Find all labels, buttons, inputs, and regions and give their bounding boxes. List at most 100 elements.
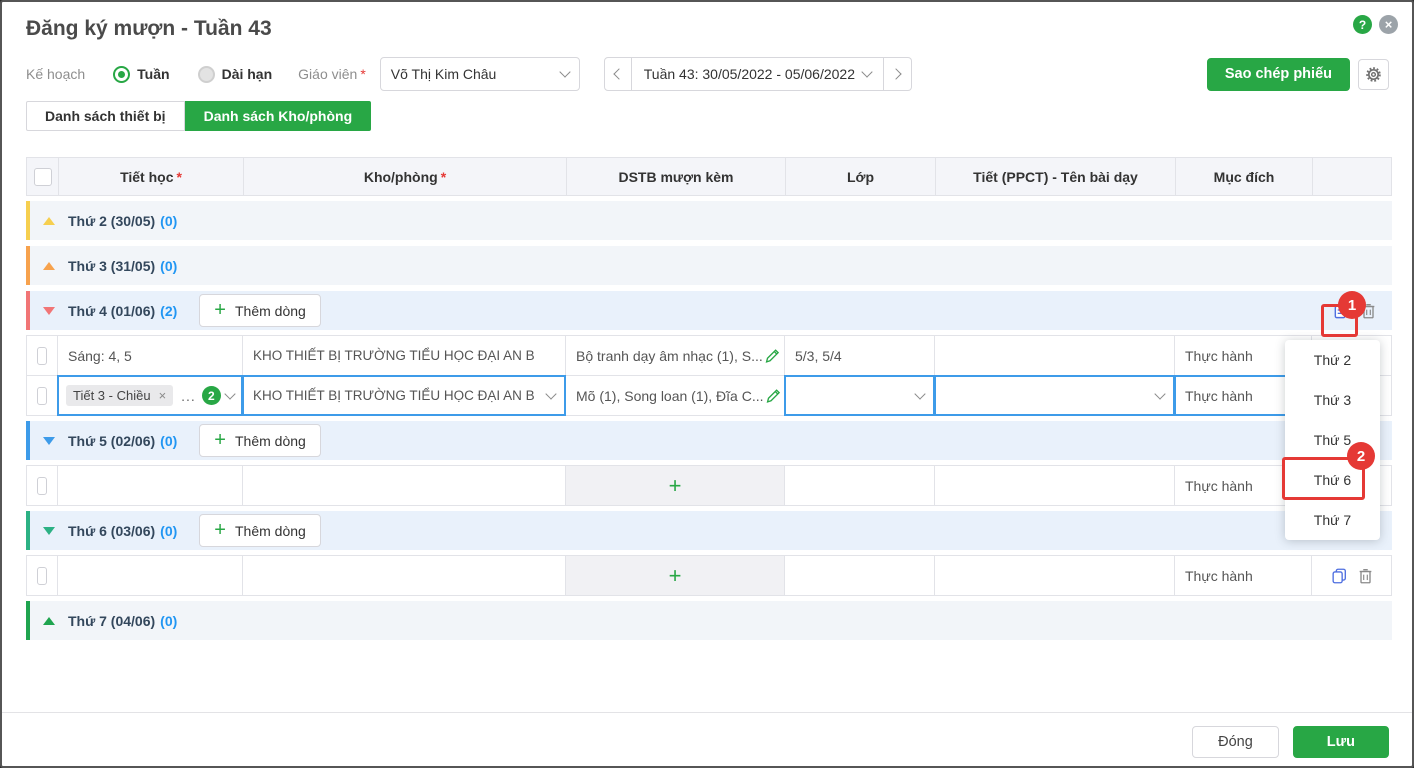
cell-tiet-hoc[interactable] <box>57 555 243 596</box>
row-checkbox-cell <box>26 335 58 376</box>
footer-divider <box>2 712 1412 713</box>
chevron-right-icon <box>890 68 902 80</box>
copy-day-popup: Thứ 2 Thứ 3 Thứ 5 Thứ 6 Thứ 7 <box>1285 340 1380 540</box>
collapse-arrow-icon[interactable] <box>43 261 55 270</box>
tag-count-badge: 2 <box>201 386 221 405</box>
day-count: (0) <box>160 612 178 629</box>
row-checkbox[interactable] <box>37 566 47 585</box>
settings-button[interactable] <box>1358 58 1389 90</box>
tab-room-list[interactable]: Danh sách Kho/phòng <box>184 101 372 131</box>
teacher-select-value: Võ Thị Kim Châu <box>390 66 497 82</box>
cell-kho-phong[interactable] <box>242 465 566 506</box>
cell-kho-phong[interactable]: KHO THIẾT BỊ TRƯỜNG TIỂU HỌC ĐẠI AN B <box>242 335 566 376</box>
row-checkbox[interactable] <box>37 346 47 365</box>
expand-arrow-icon[interactable] <box>43 526 55 535</box>
week-select[interactable]: Tuần 43: 30/05/2022 - 05/06/2022 <box>631 57 884 91</box>
day-group-thu5[interactable]: Thứ 5 (02/06) (0) + Thêm dòng <box>26 421 1392 460</box>
popup-item-thu6[interactable]: Thứ 6 <box>1313 472 1352 488</box>
select-all-checkbox[interactable] <box>33 167 52 186</box>
row-checkbox[interactable] <box>37 476 47 495</box>
plus-icon: + <box>668 562 682 588</box>
cell-lop[interactable]: 5/3, 5/4 <box>784 335 935 376</box>
day-group-thu7[interactable]: Thứ 7 (04/06) (0) <box>26 601 1392 640</box>
cell-muc-dich[interactable]: Thực hành <box>1174 555 1312 596</box>
cell-kho-phong[interactable] <box>242 555 566 596</box>
table-header-row: Tiết học * Kho/phòng * DSTB mượn kèm Lớp T… <box>26 157 1392 196</box>
cell-dstb-add[interactable]: + <box>565 465 785 506</box>
radio-week[interactable]: Tuần <box>113 65 170 83</box>
annotation-step-1: 1 <box>1338 291 1366 319</box>
copy-icon <box>1331 568 1346 583</box>
day-group-thu3[interactable]: Thứ 3 (31/05) (0) <box>26 246 1392 285</box>
controls-bar: Kế hoạch Tuần Dài hạn Giáo viên * Võ Thị … <box>26 57 1389 91</box>
help-icon[interactable]: ? <box>1353 15 1372 34</box>
popup-item-thu2[interactable]: Thứ 2 <box>1313 352 1352 368</box>
chevron-down-icon <box>914 387 926 400</box>
copy-ticket-button[interactable]: Sao chép phiếu <box>1206 57 1350 91</box>
week-navigator: Tuần 43: 30/05/2022 - 05/06/2022 <box>603 57 912 91</box>
col-tiet-ppct: Tiết (PPCT) - Tên bài dạy <box>936 158 1176 195</box>
cell-dstb-add[interactable]: + <box>565 555 785 596</box>
popup-item-thu3[interactable]: Thứ 3 <box>1313 392 1352 408</box>
add-row-button[interactable]: + Thêm dòng <box>199 424 321 457</box>
radio-longterm[interactable]: Dài hạn <box>197 65 272 83</box>
prev-week-button[interactable] <box>603 57 632 91</box>
day-group-thu2[interactable]: Thứ 2 (30/05) (0) <box>26 201 1392 240</box>
day-group-thu6[interactable]: Thứ 6 (03/06) (0) + Thêm dòng <box>26 511 1392 550</box>
popup-item-thu7[interactable]: Thứ 7 <box>1313 512 1352 528</box>
save-button[interactable]: Lưu <box>1292 726 1389 758</box>
copy-row-button[interactable] <box>1330 567 1348 585</box>
cell-dstb[interactable]: Mõ (1), Song loan (1), Đĩa C... <box>565 375 785 416</box>
annotation-box-2 <box>1282 457 1365 500</box>
teacher-select[interactable]: Võ Thị Kim Châu <box>379 57 580 91</box>
day-group-thu4[interactable]: Thứ 4 (01/06) (2) + Thêm dòng <box>26 291 1392 330</box>
tag-close-icon[interactable]: × <box>158 388 167 403</box>
day-label: Thứ 2 (30/05) <box>68 212 156 229</box>
cell-lop[interactable] <box>784 465 935 506</box>
day-label: Thứ 7 (04/06) <box>68 612 156 629</box>
delete-row-button[interactable] <box>1357 567 1374 585</box>
cell-actions <box>1311 555 1392 596</box>
next-week-button[interactable] <box>883 57 912 91</box>
add-row-button[interactable]: + Thêm dòng <box>199 294 321 327</box>
radio-week-label: Tuần <box>137 66 170 82</box>
chevron-down-icon <box>1154 387 1166 400</box>
cell-tiet-ppct-select[interactable] <box>934 375 1175 416</box>
cell-lop[interactable] <box>784 555 935 596</box>
col-tiet-hoc: Tiết học * <box>59 158 244 195</box>
expand-arrow-icon[interactable] <box>43 306 55 315</box>
edit-pencil-icon[interactable] <box>763 347 781 365</box>
edit-pencil-icon[interactable] <box>764 387 782 405</box>
annotation-step-2: 2 <box>1347 442 1375 470</box>
add-row-button[interactable]: + Thêm dòng <box>199 514 321 547</box>
row-checkbox[interactable] <box>37 386 47 405</box>
table-row: Sáng: 4, 5 KHO THIẾT BỊ TRƯỜNG TIỂU HỌC … <box>26 335 1392 376</box>
cell-tiet-ppct[interactable] <box>934 465 1175 506</box>
cell-tiet-ppct[interactable] <box>934 555 1175 596</box>
col-kho-phong: Kho/phòng * <box>244 158 567 195</box>
plan-label: Kế hoạch <box>26 66 86 82</box>
popup-item-thu5[interactable]: Thứ 5 <box>1313 432 1352 448</box>
close-button[interactable]: Đóng <box>1192 726 1279 758</box>
radio-longterm-dot[interactable] <box>197 65 215 83</box>
cell-tiet-hoc[interactable] <box>57 465 243 506</box>
schedule-table: Tiết học * Kho/phòng * DSTB mượn kèm Lớp T… <box>26 157 1392 640</box>
radio-week-dot[interactable] <box>113 65 131 83</box>
expand-arrow-icon[interactable] <box>43 436 55 445</box>
day-label: Thứ 4 (01/06) <box>68 302 156 319</box>
chevron-down-icon <box>559 66 571 78</box>
tab-device-list[interactable]: Danh sách thiết bị <box>26 101 185 131</box>
day-count: (0) <box>160 212 178 229</box>
col-dstb: DSTB mượn kèm <box>567 158 786 195</box>
day-count: (2) <box>160 302 178 319</box>
cell-lop-select[interactable] <box>784 375 935 416</box>
collapse-arrow-icon[interactable] <box>43 616 55 625</box>
cell-tiet-ppct[interactable] <box>934 335 1175 376</box>
cell-kho-phong-select[interactable]: KHO THIẾT BỊ TRƯỜNG TIỂU HỌC ĐẠI AN B <box>242 375 566 416</box>
cell-tiet-hoc-select[interactable]: Tiết 3 - Chiều × ... 2 <box>57 375 243 416</box>
close-icon[interactable]: × <box>1379 15 1398 34</box>
cell-tiet-hoc[interactable]: Sáng: 4, 5 <box>57 335 243 376</box>
collapse-arrow-icon[interactable] <box>43 216 55 225</box>
cell-dstb[interactable]: Bộ tranh dạy âm nhạc (1), S... <box>565 335 785 376</box>
table-row-editing: Tiết 3 - Chiều × ... 2 KHO THIẾT BỊ TRƯỜN… <box>26 375 1392 416</box>
